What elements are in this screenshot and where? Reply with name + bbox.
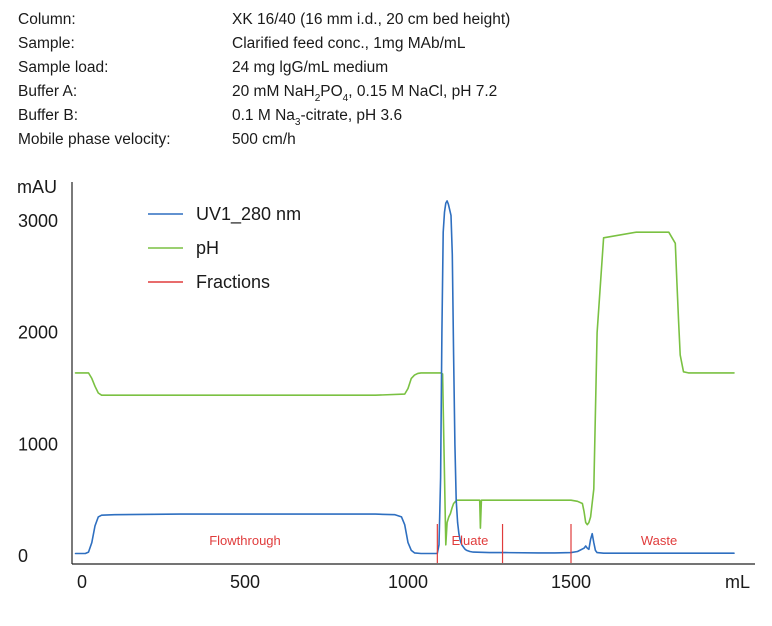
- info-label-buffer-b: Buffer B:: [18, 107, 79, 124]
- info-label-buffer-a: Buffer A:: [18, 83, 78, 100]
- x-tick-label-2: 1000: [388, 572, 428, 592]
- buffer-a-text-3: , 0.15 M NaCl, pH 7.2: [348, 83, 498, 100]
- legend-label-0: UV1_280 nm: [196, 204, 301, 225]
- fraction-label-eluate: Eluate: [452, 533, 489, 548]
- y-tick-label-3: 3000: [18, 211, 58, 231]
- info-value-buffer-a: 20 mM NaH2PO4, 0.15 M NaCl, pH 7.2: [232, 80, 497, 106]
- y-tick-label-2: 2000: [18, 323, 58, 343]
- y-tick-label-1: 1000: [18, 434, 58, 454]
- fraction-label-flowthrough: Flowthrough: [209, 533, 281, 548]
- series-line-uv1-280-nm: [74, 200, 735, 555]
- info-value-mobile-phase: 500 cm/h: [232, 131, 296, 148]
- info-value-sample: Clarified feed conc., 1mg MAb/mL: [232, 35, 466, 52]
- info-value-column: XK 16/40 (16 mm i.d., 20 cm bed height): [232, 11, 511, 28]
- info-value-buffer-b: 0.1 M Na3-citrate, pH 3.6: [232, 104, 402, 130]
- info-label-sample: Sample:: [18, 35, 75, 52]
- x-tick-label-1: 500: [230, 572, 260, 592]
- buffer-b-text-2: -citrate, pH 3.6: [300, 107, 403, 124]
- y-axis-label: mAU: [17, 177, 57, 197]
- info-label-mobile-phase: Mobile phase velocity:: [18, 131, 171, 148]
- x-axis-unit-label: mL: [725, 572, 750, 592]
- buffer-a-sub-1: 2: [314, 93, 321, 104]
- buffer-a-text-2: PO: [320, 83, 343, 100]
- info-value-sample-load: 24 mg lgG/mL medium: [232, 59, 389, 76]
- info-label-column: Column:: [18, 11, 76, 28]
- buffer-a-sub-2: 4: [342, 93, 349, 104]
- x-tick-label-0: 0: [77, 572, 87, 592]
- series-line-ph: [74, 231, 735, 546]
- y-tick-label-0: 0: [18, 546, 28, 566]
- info-label-sample-load: Sample load:: [18, 59, 109, 76]
- plot-area: [74, 200, 735, 563]
- buffer-b-text-1: 0.1 M Na: [232, 107, 295, 124]
- buffer-a-text-1: 20 mM NaH: [232, 83, 315, 100]
- buffer-b-sub-1: 3: [294, 117, 301, 128]
- legend-label-1: pH: [196, 238, 219, 258]
- legend-label-2: Fractions: [196, 272, 270, 292]
- fraction-label-waste: Waste: [641, 533, 677, 548]
- x-tick-label-3: 1500: [551, 572, 591, 592]
